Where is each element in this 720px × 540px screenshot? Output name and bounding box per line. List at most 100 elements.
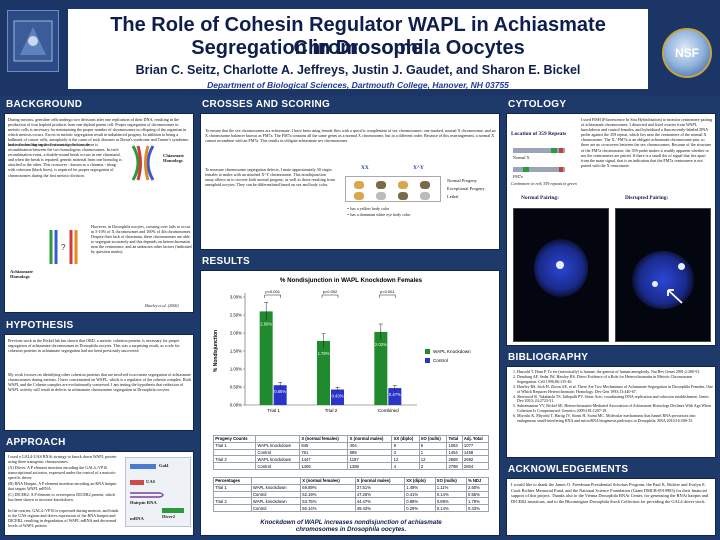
y-tick-label: 1.50% (230, 349, 242, 354)
chiasmate-diagram (131, 145, 155, 181)
approach-paragraph-1: I used a GAL4-UAS RNAi strategy to knock… (8, 454, 117, 465)
legend-label: WAPL Knockdown (433, 349, 471, 354)
fly-icon (376, 181, 386, 189)
repeat-marker (551, 148, 557, 153)
counts-table-cell: Control (255, 462, 301, 470)
y-tick-label: 2.00% (230, 331, 242, 336)
counts-table-cell: 1063 (446, 441, 463, 450)
section-heading-bibliography: BIBLIOGRAPHY (508, 352, 589, 363)
progeny-counts-table: Progeny Counts X (normal females) X (norma… (212, 435, 490, 470)
signal-spot (678, 263, 685, 270)
percent-table-cell: 1.78% (465, 497, 490, 506)
percent-table-row: Control 50.14% 49.43% 0.29% 0.14% 0.43% (213, 504, 490, 512)
counts-table-cell: 2668 (446, 455, 463, 464)
percent-table-cell: 53.75% (300, 497, 356, 506)
significance-label: p<0.001 (265, 289, 280, 294)
counts-table-cell: Control (255, 448, 301, 457)
percent-table-cell: 59.89% (300, 483, 356, 492)
normal-x-label: Normal X (513, 155, 530, 160)
diagram-label-hairpin: Hairpin RNA (130, 500, 157, 505)
percent-table-cell: 0.14% (434, 504, 467, 512)
fly-icon (398, 181, 408, 189)
background-paragraph-1: During meiosis, germline cells undergo t… (8, 117, 190, 148)
counts-table-cell: 6 (418, 441, 448, 450)
percent-table-cell (213, 504, 252, 512)
acknowledgements-panel: I would like to thank the James O. Freed… (506, 478, 716, 536)
fly-icon (420, 192, 430, 200)
section-heading-acknowledgements: ACKNOWLEDGEMENTS (508, 464, 629, 475)
repeat-marker (523, 167, 529, 172)
percent-table-cell: 0.29% (404, 504, 436, 512)
x-tick-label: Combined (378, 408, 399, 413)
dicer2-bar (162, 508, 184, 513)
y-tick-label: 3.00% (230, 295, 242, 300)
fly-icon (354, 192, 364, 200)
counts-table-cell: Trial 2 (212, 455, 257, 464)
data-label: 1.78% (318, 351, 330, 356)
hairpin-icon (130, 492, 164, 498)
percent-table-header-cell (250, 477, 302, 485)
percent-table-cell: 0.89% (404, 497, 436, 506)
crosses-paragraph-1: To ensure that the sex chromosomes are a… (205, 128, 496, 144)
diagram-label-gal4: Gal4 (159, 463, 169, 468)
disrupted-pairing-image (615, 208, 711, 342)
percent-table-header-cell: XO (nullo) (434, 477, 467, 485)
normal-pairing-image (513, 208, 609, 342)
percent-table-cell: 2.60% (465, 483, 490, 492)
bar-control (388, 388, 402, 405)
counts-table-header-cell: XO (nullo) (418, 435, 448, 443)
legend-label: Control (433, 358, 448, 363)
normal-x-chromosome (513, 148, 565, 153)
cytology-paragraph: I used FISH (Fluorescence In Situ Hybrid… (581, 117, 713, 168)
nondisjunction-bar-chart: % Nondisjunction in WAPL Knockdown Femal… (213, 277, 471, 413)
percent-table-cell: Trial 1 (213, 483, 252, 492)
chart-title: % Nondisjunction in WAPL Knockdown Femal… (280, 277, 423, 284)
nsf-logo-text: NSF (675, 46, 699, 60)
legend-note-1: = has a yellow body color (347, 206, 390, 211)
bibliography-entry: Miyoshi K, Miyoshi T, Hartig JV, Siomi H… (517, 413, 713, 424)
percent-table-cell: 50.14% (300, 504, 356, 512)
x-tick-label: Trial 1 (267, 408, 280, 413)
data-label: 2.02% (375, 342, 387, 347)
percent-table-cell: Control (250, 490, 302, 499)
percent-table-cell: Trial 2 (213, 497, 252, 506)
fly-icon (398, 192, 408, 200)
counts-table-cell: 2804 (461, 462, 490, 470)
counts-table-cell: WAPL knockdown (255, 441, 301, 450)
legend-normal-progeny: Normal Progeny (447, 178, 477, 183)
cross-symbol-male: X^Y (413, 165, 424, 171)
percent-table-header-cell: % NDJ (465, 477, 490, 485)
percent-table-cell: Control (250, 504, 302, 512)
bibliography-entry: Demburg AF, Sedat JW, Hawley RS. Direct … (517, 374, 713, 385)
percent-table-cell: 47.26% (354, 490, 406, 499)
location-title: Location of 359 Repeats (511, 131, 567, 137)
fm7a-label: FM7a (513, 174, 523, 179)
cytology-panel: Location of 359 Repeats Normal X FM7a Ce… (506, 113, 716, 346)
results-panel: % Nondisjunction in WAPL Knockdown Femal… (200, 270, 500, 536)
counts-table-cell: 404 (347, 441, 393, 450)
percent-table-row: Trial 1 WAPL knockdown 59.89% 37.51% 1.49% 1.… (213, 483, 490, 492)
percent-table-header-row: Percentages X (normal females) X (normal m… (213, 477, 490, 485)
legend-exceptional-progeny: Exceptional Progeny (447, 186, 485, 191)
data-label: 0.43% (332, 394, 344, 399)
counts-table-cell: 2798 (446, 462, 463, 470)
counts-table-row: Trial 1 WAPL knockdown 645 404 8 6 1063 1077 (212, 441, 490, 450)
counts-table-cell: WAPL knockdown (255, 455, 301, 464)
counts-table-cell: 1386 (347, 462, 393, 470)
percent-table-cell: 0.41% (404, 490, 436, 499)
x-tick-label: Trial 2 (325, 408, 338, 413)
punnett-grid (345, 176, 441, 202)
percent-table-cell: 52.19% (300, 490, 356, 499)
background-paragraph-2: In most cases, during the first meiotic … (8, 142, 122, 178)
counts-table-cell: 12 (391, 455, 420, 464)
counts-table-cell: Trial 1 (212, 441, 257, 450)
percentages-table: Percentages X (normal females) X (normal m… (213, 477, 490, 512)
arrow-icon (667, 289, 683, 304)
percent-table-cell: 49.43% (354, 504, 406, 512)
acknowledgements-text: I would like to thank the James O. Freed… (511, 482, 709, 504)
nsf-logo: NSF (662, 28, 712, 78)
counts-table-cell: 689 (347, 448, 393, 457)
counts-table-header-cell: XX (diplo) (391, 435, 420, 443)
bibliography-entry: Sherwood R, Takahashi TS, Jallepalli PV.… (517, 394, 713, 405)
achiasmate-label: Achiasmate Homologs (10, 269, 33, 280)
